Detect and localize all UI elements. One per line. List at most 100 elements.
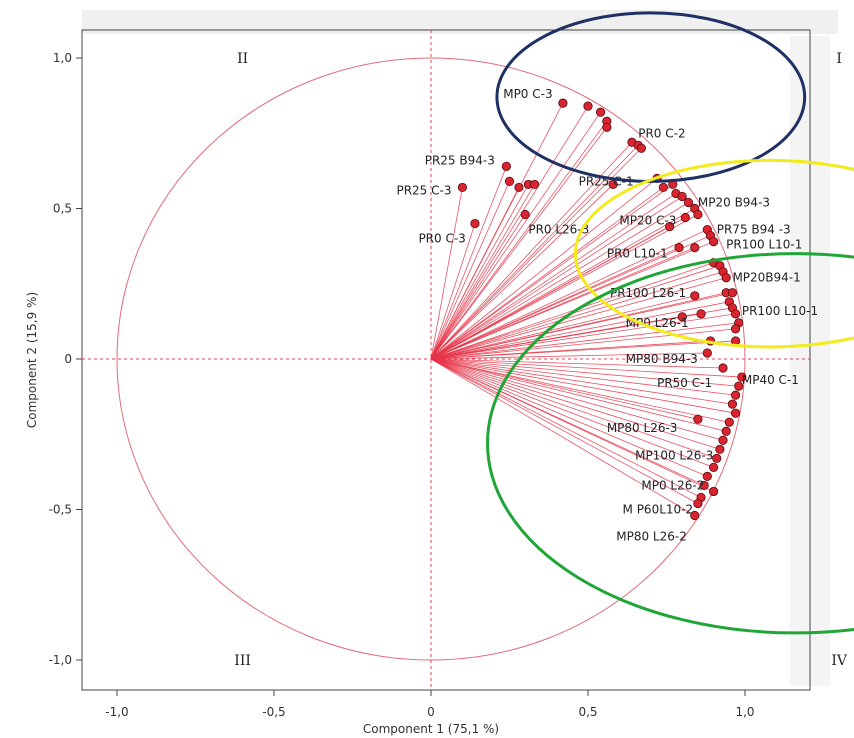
loading-point bbox=[583, 101, 593, 111]
loading-vector bbox=[430, 184, 674, 360]
loading-point bbox=[658, 182, 668, 193]
point-label: PR0 L10-1 bbox=[607, 247, 668, 261]
loading-point bbox=[680, 212, 690, 223]
loading-vector bbox=[430, 358, 730, 423]
loading-vector bbox=[430, 229, 708, 360]
loading-point bbox=[514, 182, 524, 193]
quadrant-label: III bbox=[234, 653, 251, 669]
point-label: MP100 L26-3 bbox=[635, 448, 713, 462]
loading-point bbox=[737, 372, 747, 382]
loading-vector bbox=[430, 358, 733, 405]
loading-point bbox=[730, 408, 741, 418]
loading-vector bbox=[430, 313, 736, 360]
loading-vector bbox=[430, 328, 736, 360]
loading-vector bbox=[430, 340, 711, 360]
loading-vector bbox=[430, 247, 695, 360]
point-label: PR0 C-2 bbox=[638, 126, 685, 140]
point-label: MP40 C-1 bbox=[742, 373, 799, 387]
loading-vector bbox=[430, 292, 733, 360]
point-label: MP80 L26-3 bbox=[607, 421, 678, 435]
loading-point bbox=[690, 510, 700, 521]
loading-point bbox=[690, 243, 700, 253]
loading-point bbox=[677, 191, 687, 202]
y-tick-label: 0 bbox=[64, 352, 72, 366]
point-label: PR25 B94-3 bbox=[425, 153, 495, 167]
point-label: PR0 L26-3 bbox=[528, 223, 589, 237]
loading-vector bbox=[430, 214, 699, 360]
x-tick-label: 0,5 bbox=[578, 705, 597, 719]
point-label: PR100 L26-1 bbox=[610, 286, 686, 300]
loading-vector bbox=[430, 358, 720, 450]
unit-circle bbox=[116, 57, 746, 661]
loading-point bbox=[708, 462, 719, 472]
loading-point bbox=[677, 312, 687, 322]
loading-vector bbox=[430, 295, 695, 360]
loading-vector bbox=[430, 358, 717, 459]
loading-point bbox=[727, 288, 738, 298]
loading-vector bbox=[430, 196, 683, 360]
loading-vector bbox=[430, 184, 614, 360]
point-label: M P60L10-2 bbox=[623, 503, 694, 517]
loading-vector bbox=[430, 145, 639, 360]
loading-point bbox=[504, 176, 515, 187]
point-label: PR50 C-1 bbox=[657, 376, 712, 390]
loading-vector bbox=[430, 105, 589, 360]
point-label: MP20 B94-3 bbox=[698, 195, 770, 209]
loading-point bbox=[595, 107, 606, 117]
loading-point bbox=[721, 426, 731, 436]
loading-vector bbox=[430, 358, 724, 369]
loading-vector bbox=[430, 193, 677, 360]
loading-point bbox=[558, 98, 568, 108]
loading-vector bbox=[430, 358, 727, 432]
loading-vector bbox=[430, 214, 526, 360]
loading-vector bbox=[430, 126, 608, 360]
loading-vector bbox=[430, 166, 507, 360]
loading-vector bbox=[430, 187, 520, 360]
quadrant-label: IV bbox=[831, 653, 848, 669]
loading-vector bbox=[430, 352, 708, 360]
loading-point bbox=[693, 414, 703, 424]
point-label: MP0 L26-1 bbox=[626, 316, 689, 330]
loading-point bbox=[693, 209, 703, 220]
loading-point bbox=[683, 197, 694, 208]
loading-vector bbox=[430, 111, 601, 360]
loading-point bbox=[470, 218, 480, 229]
loading-vector bbox=[430, 358, 739, 387]
loading-vector bbox=[430, 208, 695, 360]
loading-point bbox=[636, 143, 646, 153]
loading-point bbox=[530, 179, 540, 190]
loading-vector bbox=[430, 187, 664, 360]
loading-point bbox=[727, 399, 738, 409]
loading-vector bbox=[430, 358, 695, 516]
point-label: PR75 B94 -3 bbox=[717, 223, 791, 237]
point-label: PR25 C-1 bbox=[579, 174, 634, 188]
loading-point bbox=[734, 381, 744, 391]
loading-vector bbox=[430, 217, 686, 360]
vector-lines-layer bbox=[430, 102, 742, 516]
x-tick-label: 0 bbox=[427, 705, 435, 719]
loading-vector bbox=[430, 358, 708, 477]
x-tick-label: -0,5 bbox=[262, 705, 285, 719]
loading-vector bbox=[430, 358, 736, 414]
highlight-circles-layer bbox=[486, 11, 854, 635]
highlight-ellipse-green bbox=[486, 252, 854, 635]
y-tick-label: -0,5 bbox=[49, 503, 72, 517]
unit-circle-layer bbox=[116, 57, 746, 661]
loading-vector bbox=[430, 358, 698, 420]
labels-layer: MP0 C-3 PR0 C-2 PR25 B94-3 PR25 C-3 PR0 C-3 P… bbox=[396, 87, 818, 543]
y-axis-title: Component 2 (15,9 %) bbox=[25, 292, 39, 428]
loading-vector bbox=[430, 358, 736, 396]
loading-point bbox=[724, 417, 734, 427]
point-label: MP0 L26-2 bbox=[641, 478, 704, 492]
y-tick-label: -1,0 bbox=[49, 653, 72, 667]
loading-vector bbox=[430, 142, 633, 360]
loading-point bbox=[602, 122, 612, 132]
plot-frame bbox=[81, 29, 811, 691]
loading-point bbox=[721, 273, 731, 283]
loading-point bbox=[730, 309, 741, 319]
loading-vector bbox=[430, 322, 739, 360]
loading-point bbox=[457, 182, 467, 193]
